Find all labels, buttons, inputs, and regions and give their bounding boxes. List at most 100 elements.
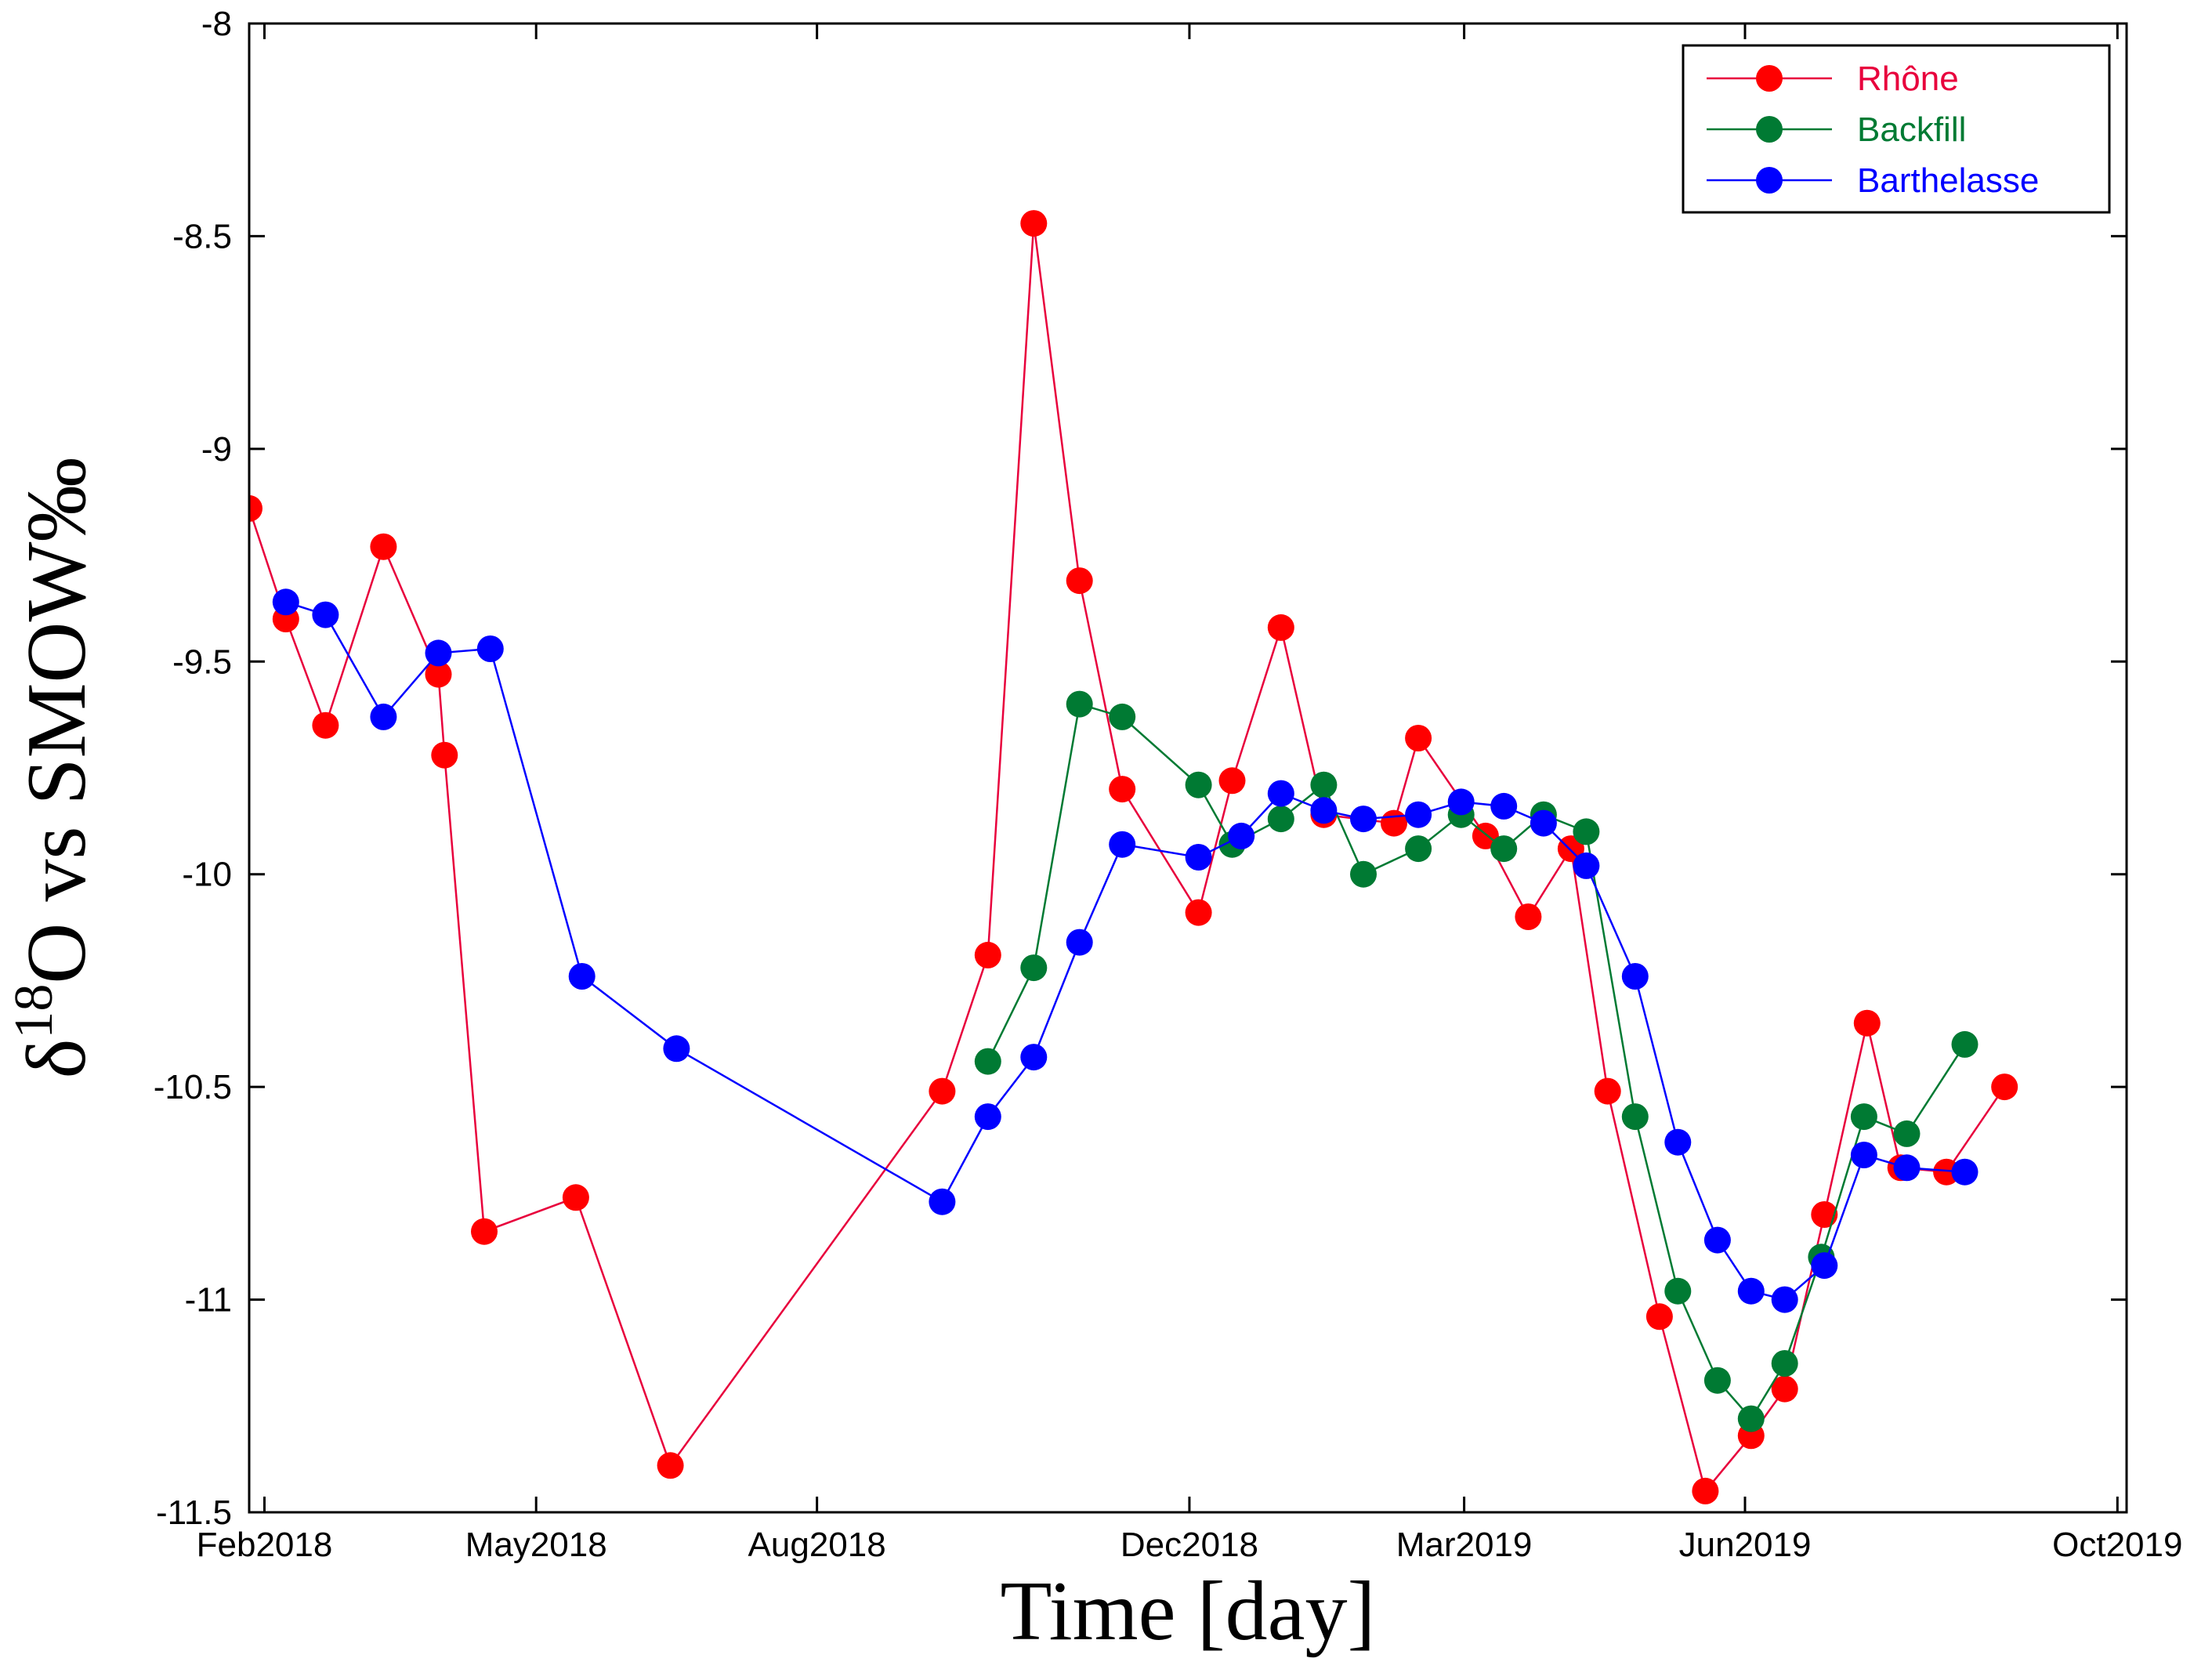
data-point-barthelasse [929, 1188, 956, 1215]
y-tick-label: -8 [201, 5, 232, 43]
y-tick-label: -10 [182, 856, 232, 894]
data-point-backfill [1621, 1103, 1649, 1131]
data-point-barthelasse [1020, 1044, 1048, 1071]
data-point-rhone [1109, 776, 1136, 803]
data-point-backfill [1771, 1350, 1798, 1377]
data-point-rhone [1515, 903, 1542, 930]
legend-label-backfill: Backfill [1857, 110, 1966, 149]
data-point-rhone [1692, 1477, 1719, 1504]
data-point-barthelasse [272, 588, 299, 616]
series-rhone [249, 210, 2018, 1504]
x-tick-label: Oct2019 [2052, 1526, 2182, 1564]
legend-label-rhone: Rhône [1857, 60, 1959, 98]
data-point-rhone [1020, 210, 1048, 237]
data-point-backfill [1951, 1030, 1978, 1058]
y-tick-label: -9.5 [172, 643, 232, 681]
data-point-barthelasse [1737, 1277, 1765, 1305]
data-point-backfill [1185, 771, 1212, 798]
x-tick-label: Feb2018 [197, 1526, 333, 1564]
y-axis-title-main: O vs SMOW‰ [10, 458, 103, 984]
y-tick-label: -8.5 [172, 217, 232, 255]
y-axis-title: δ18O vs SMOW‰ [4, 458, 103, 1079]
data-point-barthelasse [1664, 1128, 1692, 1156]
data-point-rhone [1267, 614, 1294, 641]
data-point-backfill [1350, 860, 1377, 888]
data-point-backfill [1066, 690, 1093, 718]
data-point-rhone [425, 661, 452, 688]
y-tick-label: -9 [201, 430, 232, 469]
y-tick-label: -11.5 [156, 1493, 232, 1532]
legend-marker-rhone [1756, 65, 1783, 92]
data-point-rhone [1853, 1009, 1881, 1037]
data-point-rhone [1645, 1303, 1673, 1330]
x-tick-label: Jun2019 [1679, 1526, 1812, 1564]
data-point-rhone [974, 941, 1001, 968]
data-point-backfill [1020, 954, 1048, 982]
data-point-barthelasse [1893, 1154, 1921, 1182]
data-point-rhone [1185, 899, 1212, 926]
data-point-backfill [1703, 1367, 1731, 1394]
legend-label-barthelasse: Barthelasse [1857, 161, 2039, 200]
data-point-barthelasse [1267, 780, 1294, 807]
data-point-barthelasse [370, 703, 397, 730]
plot-frame [248, 22, 2128, 1514]
data-point-backfill [1405, 835, 1432, 863]
data-point-rhone [562, 1184, 589, 1211]
data-point-barthelasse [1109, 831, 1136, 858]
data-point-rhone [471, 1218, 498, 1245]
y-axis-title-prefix: δ [10, 1039, 103, 1079]
data-point-barthelasse [1405, 801, 1432, 828]
data-point-rhone [1066, 567, 1093, 595]
data-point-barthelasse [974, 1103, 1001, 1131]
data-point-barthelasse [1951, 1158, 1978, 1186]
data-point-rhone [370, 533, 397, 560]
data-point-barthelasse [663, 1035, 690, 1063]
axes-layer: -11.5 -11 -10.5 -10 -9.5 -9 -8.5 -8 Feb2018 May20… [154, 5, 2183, 1564]
data-point-barthelasse [425, 639, 452, 667]
y-axis-title-superscript: 18 [4, 984, 64, 1039]
x-tick-label: Mar2019 [1396, 1526, 1533, 1564]
data-point-barthelasse [1573, 852, 1600, 879]
data-point-barthelasse [1447, 788, 1475, 816]
data-point-barthelasse [1228, 822, 1255, 849]
data-point-barthelasse [1350, 806, 1377, 833]
data-point-barthelasse [1771, 1286, 1798, 1313]
y-tick-label: -11 [185, 1281, 232, 1320]
data-point-backfill [1267, 806, 1294, 833]
data-point-backfill [1490, 835, 1518, 863]
data-point-rhone [1557, 835, 1584, 863]
data-point-barthelasse [1850, 1142, 1877, 1168]
data-point-backfill [974, 1048, 1001, 1075]
data-point-barthelasse [476, 635, 504, 662]
data-point-backfill [1850, 1103, 1877, 1131]
data-point-rhone [249, 494, 262, 522]
data-point-rhone [1771, 1375, 1798, 1403]
data-point-backfill [1893, 1120, 1921, 1147]
data-point-barthelasse [1621, 963, 1649, 990]
x-tick-label: May2018 [465, 1526, 607, 1564]
x-axis-title: Time [day] [1001, 1565, 1376, 1658]
series-barthelasse [272, 588, 1978, 1313]
data-point-backfill [1573, 818, 1600, 845]
data-point-barthelasse [1811, 1252, 1838, 1280]
data-point-backfill [1109, 703, 1136, 730]
data-point-rhone [1381, 809, 1407, 837]
data-point-rhone [1594, 1077, 1621, 1105]
data-point-rhone [1991, 1073, 2018, 1101]
data-point-backfill [1737, 1405, 1765, 1432]
x-tick-label: Dec2018 [1120, 1526, 1258, 1564]
data-point-barthelasse [1310, 797, 1338, 824]
x-tick-label: Aug2018 [748, 1526, 886, 1564]
legend-marker-backfill [1756, 116, 1783, 143]
data-point-barthelasse [1703, 1226, 1731, 1254]
data-point-barthelasse [1530, 809, 1557, 837]
data-point-rhone [1933, 1158, 1960, 1186]
data-point-rhone [657, 1452, 684, 1479]
series-layer [249, 210, 2018, 1504]
data-point-backfill [1664, 1277, 1692, 1305]
data-point-barthelasse [568, 963, 596, 990]
data-point-barthelasse [1490, 792, 1518, 820]
y-tick-label: -10.5 [154, 1068, 232, 1106]
